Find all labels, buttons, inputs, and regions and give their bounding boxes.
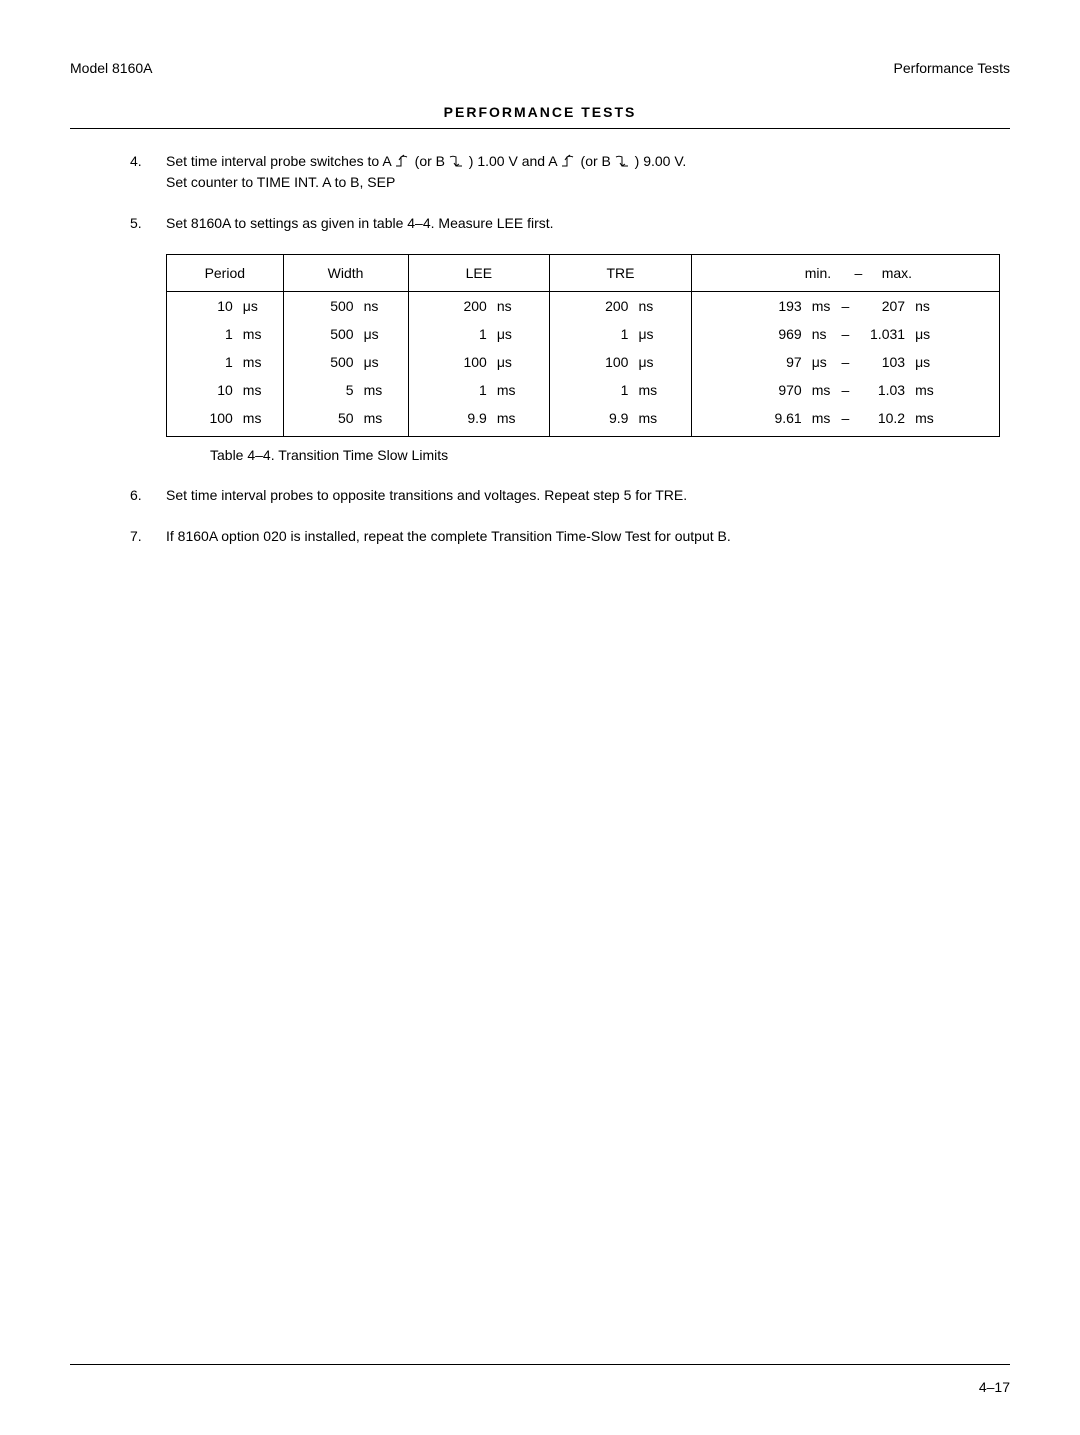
step-body: Set time interval probes to opposite tra… [166,485,1000,506]
step4-line2: Set counter to TIME INT. A to B, SEP [166,174,395,190]
step-number: 5. [130,213,166,234]
rising-edge-icon [561,154,577,168]
table-cell-range: 97μs – 103μs [691,348,999,376]
table-cell: 10μs [167,292,284,321]
falling-edge-icon [449,154,465,168]
page-number: 4–17 [979,1379,1010,1395]
step-number: 7. [130,526,166,547]
table-cell: 10ms [167,376,284,404]
step4-text-d: (or B [581,153,615,169]
step-body: Set 8160A to settings as given in table … [166,213,1000,234]
table-cell: 5ms [283,376,408,404]
table-cell: 1μs [408,320,550,348]
th-width: Width [283,255,408,292]
table-cell: 100ms [167,404,284,437]
page-title: PERFORMANCE TESTS [70,104,1010,120]
header-left: Model 8160A [70,60,153,76]
falling-edge-icon [615,154,631,168]
table-cell: 1ms [550,376,692,404]
table-cell: 200ns [408,292,550,321]
step4-text-b: (or B [415,153,449,169]
table-cell: 9.9ms [550,404,692,437]
table-cell: 1ms [408,376,550,404]
transition-time-table: Period Width LEE TRE min. – max. 10μs500… [166,254,1000,437]
table-cell: 1μs [550,320,692,348]
table-cell: 1ms [167,348,284,376]
table-cell: 1ms [167,320,284,348]
step-6: 6. Set time interval probes to opposite … [130,485,1000,506]
table-row: 10ms5ms1ms1ms970ms – 1.03ms [167,376,1000,404]
table-cell: 200ns [550,292,692,321]
step-number: 6. [130,485,166,506]
step-7: 7. If 8160A option 020 is installed, rep… [130,526,1000,547]
table-cell: 500ns [283,292,408,321]
table-header-row: Period Width LEE TRE min. – max. [167,255,1000,292]
table-cell: 100μs [408,348,550,376]
step-5: 5. Set 8160A to settings as given in tab… [130,213,1000,234]
th-minmax: min. – max. [691,255,999,292]
step-number: 4. [130,151,166,193]
table-cell: 50ms [283,404,408,437]
header-right: Performance Tests [894,60,1010,76]
table-row: 1ms500μs1μs1μs969ns – 1.031μs [167,320,1000,348]
step-body: If 8160A option 020 is installed, repeat… [166,526,1000,547]
table-caption: Table 4–4. Transition Time Slow Limits [210,447,1000,463]
table-cell-range: 9.61ms – 10.2ms [691,404,999,437]
th-period: Period [167,255,284,292]
step-4: 4. Set time interval probe switches to A… [130,151,1000,193]
table-cell-range: 193ms – 207ns [691,292,999,321]
table-cell: 500μs [283,320,408,348]
step-body: Set time interval probe switches to A (o… [166,151,1000,193]
footer-rule [70,1364,1010,1365]
table-cell-range: 970ms – 1.03ms [691,376,999,404]
table-cell-range: 969ns – 1.031μs [691,320,999,348]
th-lee: LEE [408,255,550,292]
table-cell: 9.9ms [408,404,550,437]
step4-text-c: ) 1.00 V and A [469,153,561,169]
rising-edge-icon [395,154,411,168]
table-row: 10μs500ns200ns200ns193ms – 207ns [167,292,1000,321]
step4-text-e: ) 9.00 V. [635,153,687,169]
th-tre: TRE [550,255,692,292]
table-row: 100ms50ms9.9ms9.9ms9.61ms – 10.2ms [167,404,1000,437]
table-cell: 100μs [550,348,692,376]
title-rule [70,128,1010,129]
table-row: 1ms500μs100μs100μs97μs – 103μs [167,348,1000,376]
table-cell: 500μs [283,348,408,376]
step4-text-a: Set time interval probe switches to A [166,153,395,169]
